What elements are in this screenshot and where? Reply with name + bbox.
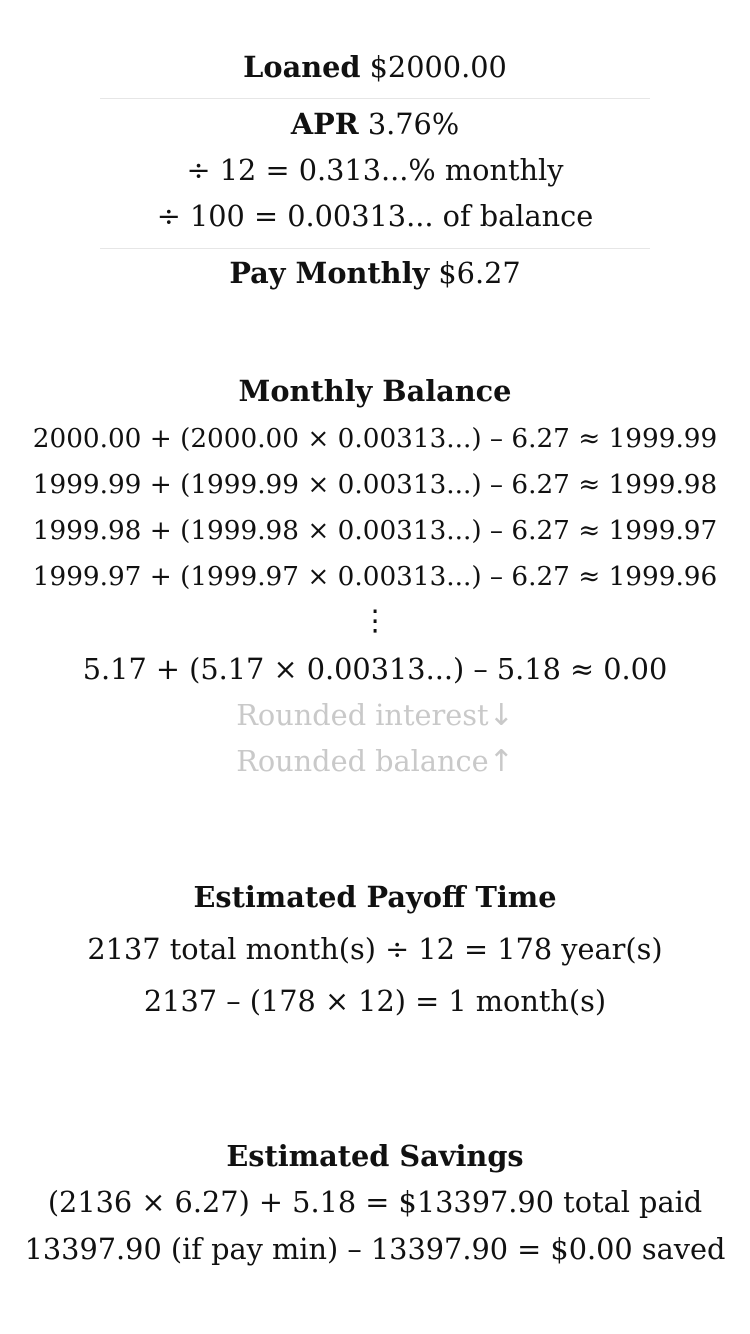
payoff-line-years: 2137 total month(s) ÷ 12 = 178 year(s) — [87, 932, 663, 966]
rounded-interest-note: Rounded interest↓ — [236, 698, 514, 733]
arrow-up-icon: ↑ — [488, 744, 514, 779]
balance-row: 1999.98 + (1999.98 × 0.00313...) – 6.27 … — [32, 516, 718, 546]
savings-title: Estimated Savings — [226, 1139, 524, 1173]
balance-fraction: ÷ 100 = 0.00313... of balance — [156, 199, 594, 233]
savings-total-paid: (2136 × 6.27) + 5.18 = $13397.90 total p… — [47, 1185, 703, 1219]
balance-row: 1999.99 + (1999.99 × 0.00313...) – 6.27 … — [32, 470, 718, 500]
balance-row: 2000.00 + (2000.00 × 0.00313...) – 6.27 … — [32, 424, 718, 454]
divider-top — [100, 98, 650, 99]
payoff-title: Estimated Payoff Time — [193, 880, 557, 914]
pay-monthly-value: $6.27 — [438, 256, 521, 290]
pay-monthly-label: Pay Monthly — [229, 256, 430, 290]
monthly-balance-title: Monthly Balance — [238, 374, 512, 408]
savings-saved: 13397.90 (if pay min) – 13397.90 = $0.00… — [24, 1232, 726, 1266]
rows-ellipsis: ⋮ — [360, 603, 390, 637]
final-balance-row: 5.17 + (5.17 × 0.00313...) – 5.18 ≈ 0.00 — [82, 652, 668, 686]
monthly-rate: ÷ 12 = 0.313...% monthly — [186, 153, 564, 187]
balance-row: 1999.97 + (1999.97 × 0.00313...) – 6.27 … — [32, 562, 718, 592]
payoff-line-months: 2137 – (178 × 12) = 1 month(s) — [143, 984, 607, 1018]
pay-monthly-row: Pay Monthly $6.27 — [0, 256, 750, 290]
apr-label: APR — [290, 107, 359, 141]
loaned-value: $2000.00 — [369, 50, 507, 84]
loaned-label: Loaned — [243, 50, 361, 84]
apr-value: 3.76% — [367, 107, 460, 141]
apr-row: APR 3.76% — [0, 107, 750, 141]
divider-bottom — [100, 248, 650, 249]
arrow-down-icon: ↓ — [488, 698, 514, 733]
loaned-row: Loaned $2000.00 — [0, 50, 750, 84]
rounded-balance-note: Rounded balance↑ — [236, 744, 514, 779]
